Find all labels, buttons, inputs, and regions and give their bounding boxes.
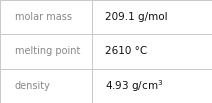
Text: melting point: melting point: [15, 46, 80, 57]
Text: molar mass: molar mass: [15, 12, 72, 22]
Text: 4.93 g/cm$^{3}$: 4.93 g/cm$^{3}$: [105, 78, 163, 94]
Text: 209.1 g/mol: 209.1 g/mol: [105, 12, 167, 22]
Text: 2610 °C: 2610 °C: [105, 46, 147, 57]
Text: density: density: [15, 81, 51, 91]
